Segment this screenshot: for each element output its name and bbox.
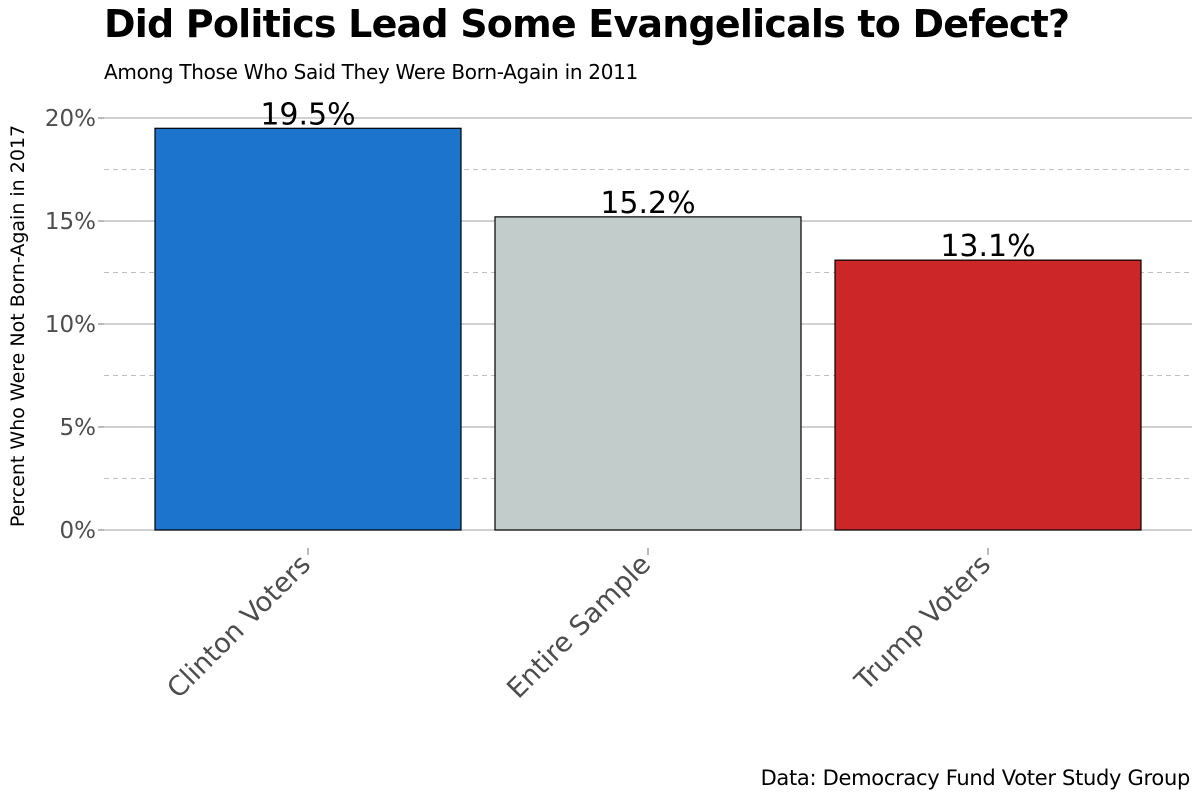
bar-trump-voters [834,259,1142,531]
bar-entire-sample [494,216,802,531]
y-tick-label: 20% [45,106,96,132]
data-label: 19.5% [260,97,355,132]
bars [154,127,1142,531]
chart-title: Did Politics Lead Some Evangelicals to D… [104,2,1070,46]
y-axis: 0% 5% 10% 15% 20% [45,106,104,544]
chart-subtitle: Among Those Who Said They Were Born-Agai… [104,60,638,84]
y-tick-label: 5% [60,415,97,441]
x-tick-label: Clinton Voters [161,549,317,705]
y-axis-title: Percent Who Were Not Born-Again in 2017 [7,125,29,527]
y-tick-label: 10% [45,312,96,338]
y-tick-label: 0% [60,518,97,544]
y-tick-label: 15% [45,209,96,235]
chart-caption: Data: Democracy Fund Voter Study Group [760,766,1191,790]
bar-clinton-voters [154,127,462,531]
x-tick-label: Trump Voters [848,549,997,698]
data-label: 13.1% [940,229,1035,264]
data-label: 15.2% [600,186,695,221]
data-labels: 19.5% 15.2% 13.1% [260,97,1035,264]
x-axis: Clinton Voters Entire Sample Trump Voters [161,548,997,705]
x-tick-label: Entire Sample [501,549,657,705]
